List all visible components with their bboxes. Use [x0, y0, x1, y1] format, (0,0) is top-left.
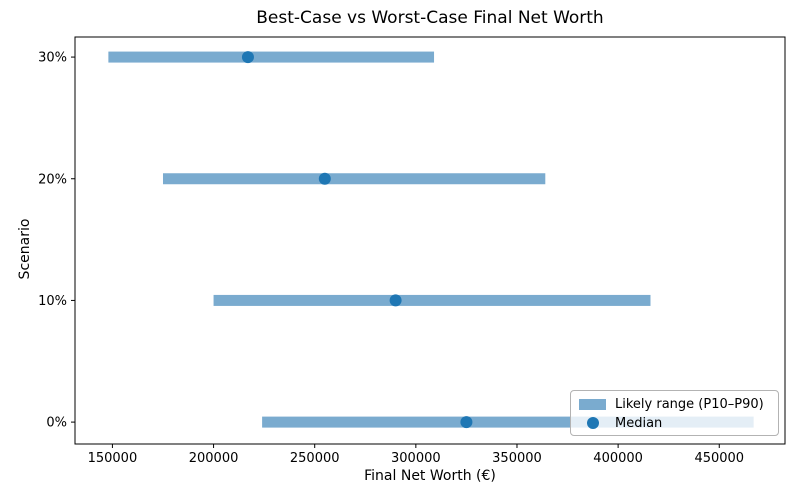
median-dot-swatch-wrap — [579, 417, 606, 429]
range-bar-swatch-icon — [579, 398, 606, 410]
range-bar-30% — [108, 51, 435, 63]
legend-entry-range: Likely range (P10–P90) — [579, 396, 770, 412]
legend-label-range: Likely range (P10–P90) — [615, 396, 764, 412]
chart-title: Best-Case vs Worst-Case Final Net Worth — [256, 8, 604, 28]
range-bar-0% — [262, 416, 754, 428]
y-tick-label: 10% — [38, 294, 67, 309]
x-tick-label: 250000 — [290, 451, 340, 466]
x-tick-label: 350000 — [492, 451, 542, 466]
x-axis-label: Final Net Worth (€) — [364, 468, 496, 484]
legend-entry-median: Median — [579, 415, 770, 431]
median-dot-10% — [389, 294, 402, 307]
range-bar-10% — [213, 294, 651, 306]
legend: Likely range (P10–P90) Median — [570, 390, 779, 436]
y-tick-label: 0% — [46, 416, 67, 431]
axes-frame — [74, 36, 786, 445]
y-tick-label: 30% — [38, 51, 67, 66]
range-bar-20% — [162, 173, 546, 185]
x-tick-label: 300000 — [391, 451, 441, 466]
y-axis-label: Scenario — [17, 218, 33, 280]
median-dot-0% — [460, 416, 473, 429]
median-dot-20% — [318, 172, 331, 185]
y-tick-label: 20% — [38, 172, 67, 187]
x-tick-label: 200000 — [189, 451, 239, 466]
legend-label-median: Median — [615, 415, 663, 431]
x-tick-label: 450000 — [694, 451, 744, 466]
x-tick-label: 150000 — [88, 451, 138, 466]
median-dot-swatch-icon — [586, 417, 599, 429]
x-tick-label: 400000 — [593, 451, 643, 466]
median-dot-30% — [241, 51, 254, 64]
